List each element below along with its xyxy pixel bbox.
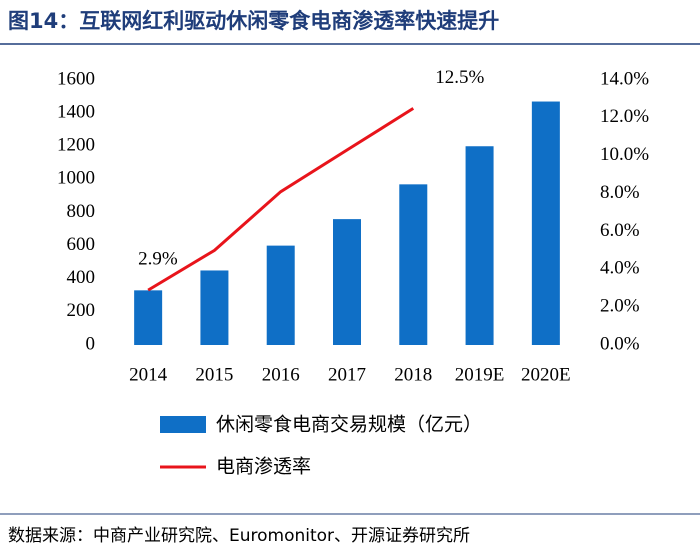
y2-tick-label: 0.0% <box>600 333 640 354</box>
y2-tick-label: 2.0% <box>600 296 640 317</box>
y-tick-label: 1600 <box>57 68 95 89</box>
legend-label: 休闲零食电商交易规模（亿元） <box>216 414 482 436</box>
x-tick-label: 2016 <box>262 364 300 385</box>
y2-tick-label: 12.0% <box>600 106 649 127</box>
chart-title: 图14：互联网红利驱动休闲零食电商渗透率快速提升 <box>8 9 499 33</box>
bar <box>333 219 361 345</box>
x-tick-label: 2017 <box>328 364 366 385</box>
source: 数据来源：中商产业研究院、Euromonitor、开源证券研究所 <box>8 526 470 546</box>
bar <box>531 101 560 345</box>
x-tick-label: 2014 <box>129 364 168 385</box>
legend-swatch <box>160 416 206 433</box>
y-tick-label: 400 <box>67 267 96 288</box>
y-tick-label: 200 <box>67 300 96 321</box>
y-tick-label: 1200 <box>57 135 95 156</box>
bar <box>200 270 229 345</box>
y2-tick-label: 6.0% <box>600 220 640 241</box>
x-tick-label: 2015 <box>195 364 233 385</box>
x-tick-label: 2020E <box>521 364 571 385</box>
y2-tick-label: 14.0% <box>600 68 649 89</box>
y-tick-label: 1400 <box>57 101 95 122</box>
x-tick-label: 2018 <box>394 364 432 385</box>
y-tick-label: 0 <box>86 333 96 354</box>
y-tick-label: 600 <box>67 234 96 255</box>
y-tick-label: 800 <box>67 201 96 222</box>
line <box>147 107 415 292</box>
bar <box>266 245 295 345</box>
y-tick-label: 1000 <box>57 168 95 189</box>
legend-label: 电商渗透率 <box>216 456 311 478</box>
x-tick-label: 2019E <box>455 364 505 385</box>
y2-tick-label: 8.0% <box>600 182 640 203</box>
y2-tick-label: 10.0% <box>600 144 649 165</box>
bar <box>465 146 494 345</box>
bar <box>134 290 163 345</box>
data-label: 2.9% <box>138 248 178 269</box>
data-label: 12.5% <box>435 67 484 88</box>
y2-tick-label: 4.0% <box>600 258 640 279</box>
bar <box>399 184 428 345</box>
